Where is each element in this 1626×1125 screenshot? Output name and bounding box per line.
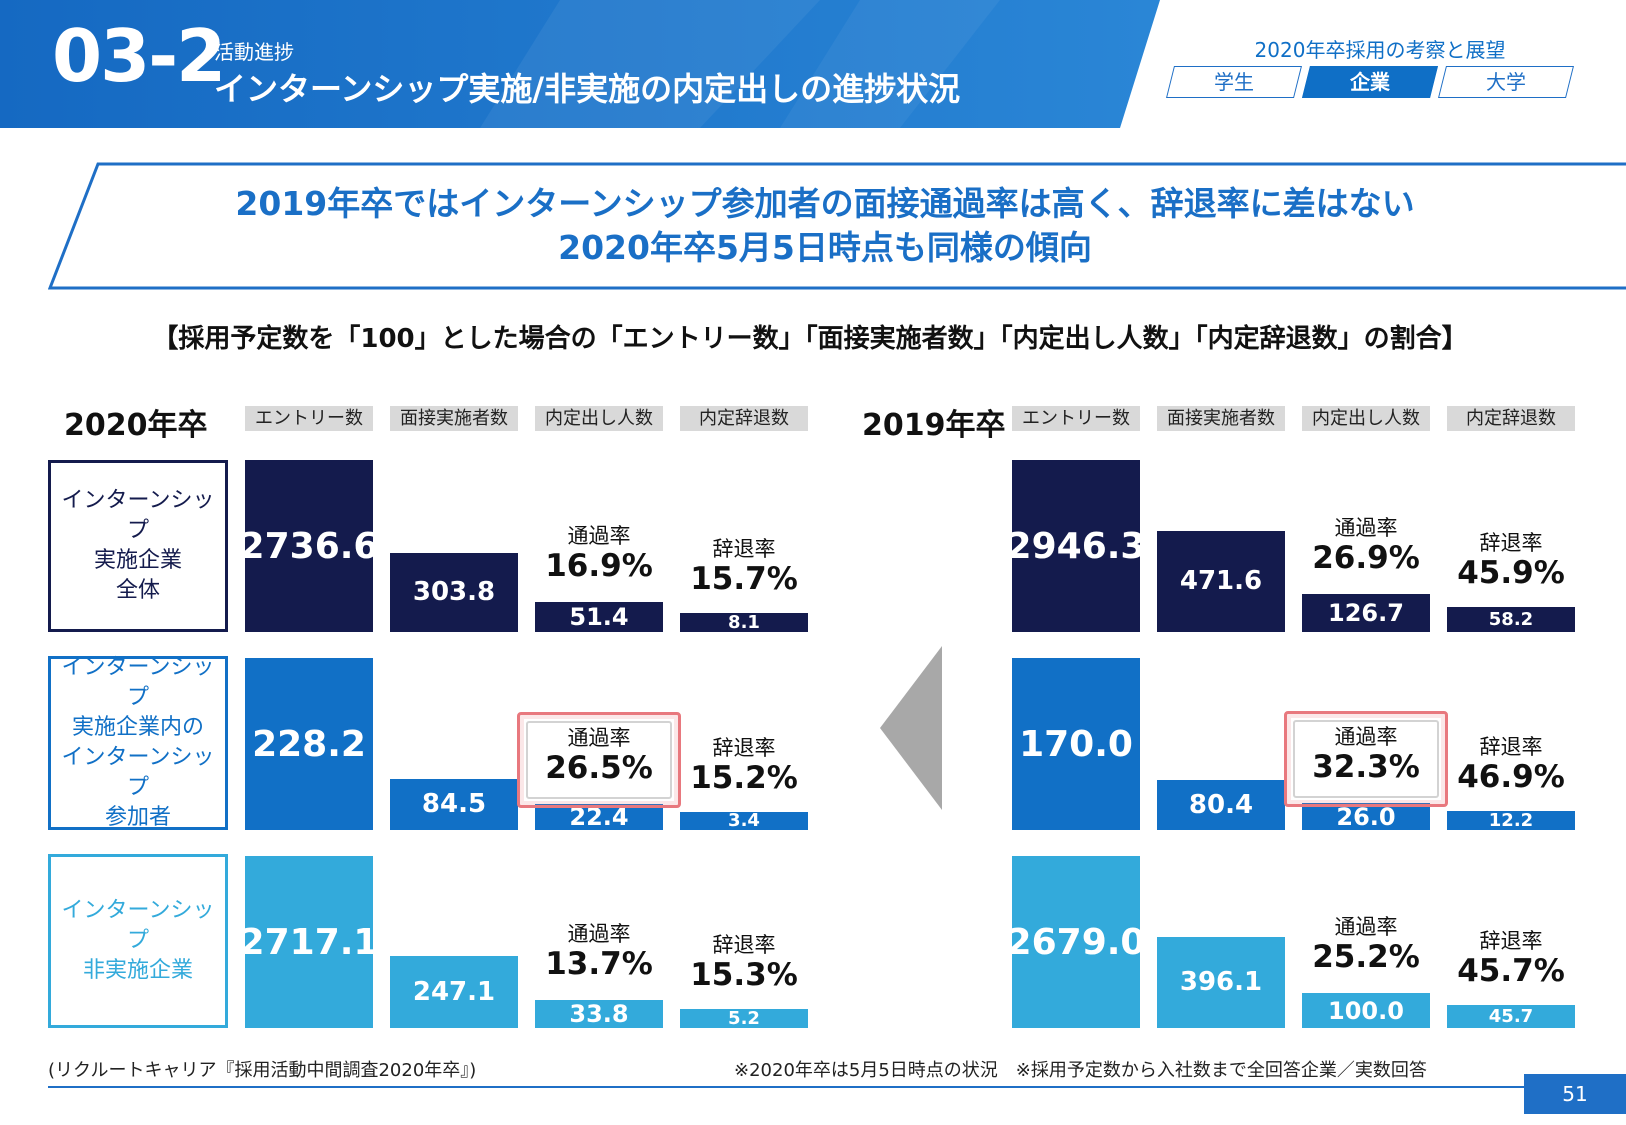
tab-companies[interactable]: 企業 [1302, 66, 1438, 98]
headline-line-2: 2020年卒5月5日時点も同様の傾向 [558, 228, 1092, 267]
chart-title-2020: 2020年卒 [64, 408, 208, 443]
col-header-decline: 内定辞退数 [1447, 406, 1575, 431]
col-header-interview: 面接実施者数 [1157, 406, 1285, 431]
header-band [0, 0, 1160, 128]
decline-rate-label: 辞退率 [712, 537, 776, 562]
pass-rate-label: 通過率 [1334, 725, 1398, 750]
pass-rate-label: 通過率 [567, 922, 631, 947]
row-label-line: インターンシップ [61, 488, 215, 543]
pass-rate-label: 通過率 [567, 725, 631, 750]
row-label-line: インターンシップ [61, 655, 215, 710]
bar-offer: 26.0 [1302, 803, 1430, 831]
col-header-entry: エントリー数 [245, 406, 373, 431]
bar-interview: 80.4 [1157, 779, 1285, 830]
report-title: 2020年卒採用の考察と展望 [1254, 38, 1506, 62]
decline-rate-label: 辞退率 [712, 933, 776, 958]
highlight-frame [1284, 711, 1448, 808]
row-label-non-intern: インターンシップ 非実施企業 [48, 854, 228, 1028]
pass-rate-value: 26.5% [545, 749, 653, 786]
chart-title-2019: 2019年卒 [862, 408, 1006, 443]
decline-rate-value: 46.9% [1457, 758, 1565, 795]
page-number: 51 [1524, 1074, 1626, 1114]
headline: 2019年卒ではインターンシップ参加者の面接通過率は高く、辞退率に差はない 20… [80, 182, 1570, 270]
bar-interview: 303.8 [390, 552, 518, 632]
decline-rate-value: 15.2% [690, 759, 798, 796]
highlight-inner [526, 720, 672, 799]
row-label-line: 参加者 [104, 805, 171, 830]
col-header-interview: 面接実施者数 [390, 406, 518, 431]
row-label-line: 実施企業内の [71, 715, 204, 740]
row-label-all: インターンシップ 実施企業 全体 [48, 460, 228, 632]
page-title: インターンシップ実施/非実施の内定出しの進捗状況 [214, 70, 961, 108]
section-subtitle: 活動進捗 [214, 40, 294, 64]
bar-interview: 247.1 [390, 955, 518, 1028]
footer-divider [48, 1086, 1626, 1088]
tab-universities[interactable]: 大学 [1438, 66, 1574, 98]
pass-rate-value: 13.7% [545, 946, 653, 983]
col-header-offer: 内定出し人数 [1302, 406, 1430, 431]
bar-offer: 33.8 [535, 1000, 663, 1028]
decline-rate-label: 辞退率 [712, 735, 776, 760]
bar-offer: 100.0 [1302, 993, 1430, 1028]
bar-decline: 3.4 [680, 810, 808, 831]
highlight-inner [1293, 720, 1439, 799]
pass-rate-value: 26.9% [1312, 540, 1420, 577]
tab-students[interactable]: 学生 [1166, 66, 1302, 98]
decline-rate-value: 45.7% [1457, 952, 1565, 989]
decline-rate-value: 15.3% [690, 957, 798, 994]
headline-frame [48, 162, 1626, 290]
headline-line-1: 2019年卒ではインターンシップ参加者の面接通過率は高く、辞退率に差はない [235, 184, 1415, 223]
chart-caption: 【採用予定数を「100」とした場合の「エントリー数」「面接実施者数」「内定出し人… [152, 324, 1468, 354]
decline-rate-label: 辞退率 [1479, 734, 1543, 759]
pass-rate-value: 32.3% [1312, 749, 1420, 786]
bar-offer: 51.4 [535, 602, 663, 632]
decline-rate-value: 45.9% [1457, 555, 1565, 592]
bar-interview: 471.6 [1157, 530, 1285, 632]
row-label-participants: インターンシップ 実施企業内の インターンシップ 参加者 [48, 655, 228, 830]
source-note: (リクルートキャリア『採用活動中間調査2020年卒』) [48, 1060, 477, 1081]
decline-rate-label: 辞退率 [1479, 531, 1543, 556]
decline-rate-value: 15.7% [690, 561, 798, 598]
pass-rate-value: 25.2% [1312, 939, 1420, 975]
pass-rate-value: 16.9% [545, 548, 653, 585]
col-header-decline: 内定辞退数 [680, 406, 808, 431]
bar-entry: 170.0 [1012, 658, 1140, 830]
section-number: 03-2 [52, 14, 226, 98]
tab-label: 学生 [1214, 70, 1254, 94]
tab-label: 大学 [1486, 70, 1526, 94]
row-label-line: インターンシップ [61, 745, 215, 800]
bar-entry: 2736.6 [240, 460, 378, 632]
pass-rate-label: 通過率 [1334, 915, 1398, 939]
pass-rate-label: 通過率 [567, 524, 631, 549]
row-label-line: 非実施企業 [82, 958, 193, 983]
bar-decline: 58.2 [1447, 607, 1575, 632]
bar-decline: 45.7 [1447, 1004, 1575, 1028]
decline-rate-label: 辞退率 [1479, 928, 1543, 953]
bar-decline: 5.2 [680, 1008, 808, 1029]
highlight-frame [517, 711, 681, 808]
row-label-line: 実施企業 [93, 548, 182, 573]
bar-entry: 2679.0 [1007, 856, 1145, 1028]
row-label-line: インターンシップ [61, 898, 215, 953]
bar-decline: 12.2 [1447, 810, 1575, 831]
bar-decline: 8.1 [680, 612, 808, 633]
tab-label: 企業 [1350, 70, 1390, 94]
bar-interview: 84.5 [390, 779, 518, 830]
bar-offer: 126.7 [1302, 594, 1430, 632]
left-arrow-icon [880, 646, 942, 810]
bar-entry: 2946.3 [1007, 460, 1145, 632]
col-header-offer: 内定出し人数 [535, 406, 663, 431]
bar-entry: 228.2 [245, 658, 373, 830]
footnotes: ※2020年卒は5月5日時点の状況 ※採用予定数から入社数まで全回答企業／実数回… [734, 1060, 1427, 1081]
row-label-line: 全体 [115, 578, 160, 603]
pass-rate-label: 通過率 [1334, 516, 1398, 541]
bar-entry: 2717.1 [240, 856, 378, 1028]
col-header-entry: エントリー数 [1012, 406, 1140, 431]
bar-interview: 396.1 [1157, 936, 1285, 1028]
